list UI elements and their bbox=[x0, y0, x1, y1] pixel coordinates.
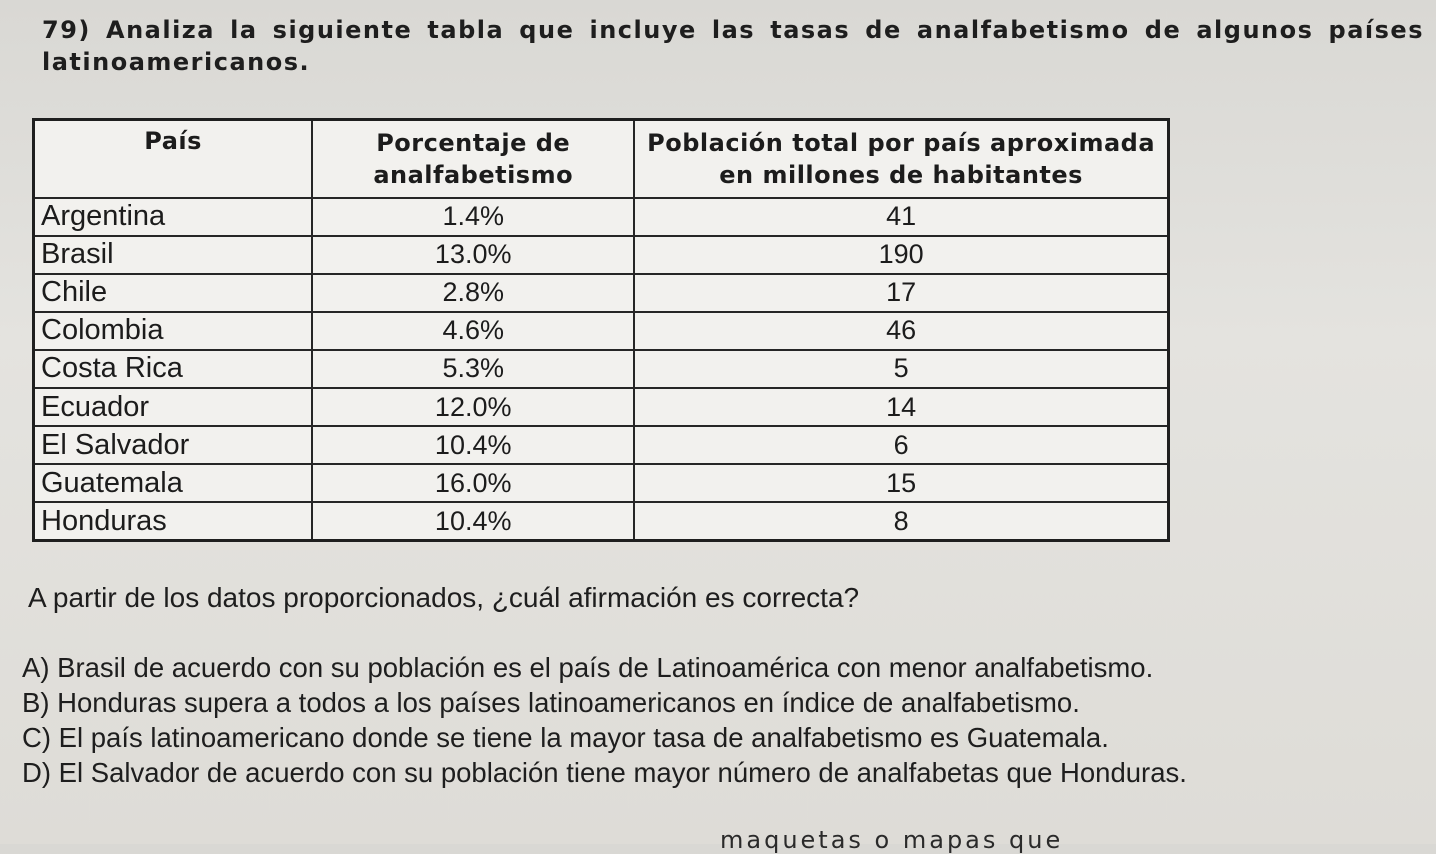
table-row: Ecuador 12.0% 14 bbox=[32, 387, 1170, 428]
table-header-row: País Porcentaje de analfabetismo Poblaci… bbox=[32, 118, 1170, 199]
table-row: Colombia 4.6% 46 bbox=[32, 310, 1170, 351]
table-row: Argentina 1.4% 41 bbox=[32, 196, 1170, 237]
country-cell: Guatemala bbox=[32, 463, 314, 504]
country-cell: Honduras bbox=[32, 501, 314, 542]
table-row: Brasil 13.0% 190 bbox=[32, 234, 1170, 275]
header-percentage: Porcentaje de analfabetismo bbox=[311, 118, 636, 199]
option-a: A) Brasil de acuerdo con su población es… bbox=[22, 652, 1154, 683]
country-cell: El Salvador bbox=[32, 425, 314, 466]
population-cell: 14 bbox=[633, 387, 1170, 428]
population-cell: 17 bbox=[633, 272, 1170, 313]
population-cell: 190 bbox=[633, 234, 1170, 275]
country-cell: Ecuador bbox=[32, 387, 314, 428]
population-cell: 5 bbox=[633, 348, 1170, 390]
table-row: Costa Rica 5.3% 5 bbox=[32, 348, 1170, 390]
population-cell: 8 bbox=[633, 501, 1170, 542]
percentage-cell: 1.4% bbox=[311, 196, 636, 237]
percentage-cell: 2.8% bbox=[311, 272, 636, 313]
population-cell: 6 bbox=[633, 425, 1170, 466]
table-row: Guatemala 16.0% 15 bbox=[32, 463, 1170, 504]
prompt-text: A partir de los datos proporcionados, ¿c… bbox=[28, 582, 860, 613]
option-c: C) El país latinoamericano donde se tien… bbox=[22, 722, 1109, 753]
population-cell: 41 bbox=[633, 196, 1170, 237]
answer-options: A) Brasil de acuerdo con su población es… bbox=[22, 650, 1402, 790]
percentage-cell: 12.0% bbox=[311, 387, 636, 428]
percentage-cell: 4.6% bbox=[311, 310, 636, 351]
percentage-cell: 16.0% bbox=[311, 463, 636, 504]
country-cell: Chile bbox=[32, 272, 314, 313]
table-body: Argentina 1.4% 41 Brasil 13.0% 190 Chile 2.8% 17… bbox=[32, 196, 1170, 542]
percentage-cell: 13.0% bbox=[311, 234, 636, 275]
table-row: Chile 2.8% 17 bbox=[32, 272, 1170, 313]
illiteracy-table: País Porcentaje de analfabetismo Poblaci… bbox=[32, 118, 1170, 542]
question-text: 79) Analiza la siguiente tabla que inclu… bbox=[42, 16, 1424, 76]
header-population: Población total por país aproximada en m… bbox=[633, 118, 1170, 199]
table-row: El Salvador 10.4% 6 bbox=[32, 425, 1170, 466]
next-question-fragment: maquetas o mapas que bbox=[720, 826, 1064, 854]
percentage-cell: 10.4% bbox=[311, 501, 636, 542]
percentage-cell: 5.3% bbox=[311, 348, 636, 390]
country-cell: Brasil bbox=[32, 234, 314, 275]
percentage-cell: 10.4% bbox=[311, 425, 636, 466]
illiteracy-table-container: País Porcentaje de analfabetismo Poblaci… bbox=[32, 118, 1170, 542]
option-b: B) Honduras supera a todos a los países … bbox=[22, 687, 1080, 718]
population-cell: 15 bbox=[633, 463, 1170, 504]
country-cell: Colombia bbox=[32, 310, 314, 351]
table-row: Honduras 10.4% 8 bbox=[32, 501, 1170, 542]
header-country: País bbox=[32, 118, 314, 199]
country-cell: Argentina bbox=[32, 196, 314, 237]
population-cell: 46 bbox=[633, 310, 1170, 351]
country-cell: Costa Rica bbox=[32, 348, 314, 390]
option-d: D) El Salvador de acuerdo con su poblaci… bbox=[22, 757, 1187, 788]
